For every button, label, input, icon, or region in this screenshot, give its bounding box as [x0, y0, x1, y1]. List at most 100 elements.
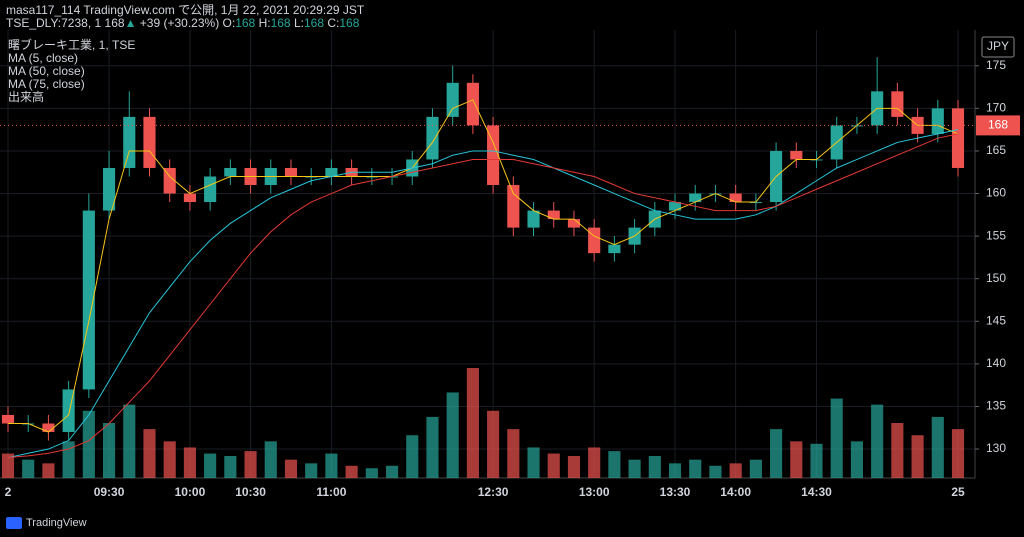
candle-body	[42, 423, 55, 433]
ohlc-label: H:	[259, 16, 271, 30]
ohlc-label: L:	[294, 16, 304, 30]
x-tick-label: 12:30	[478, 485, 509, 499]
ohlc-label: C:	[327, 16, 339, 30]
volume-bar	[547, 453, 560, 478]
volume-bar	[951, 429, 965, 478]
candle-body	[891, 91, 904, 117]
change: +39 (+30.23%)	[140, 16, 219, 30]
volume-bar	[567, 456, 581, 478]
candle-body	[183, 193, 196, 203]
candle-body	[507, 185, 520, 228]
y-tick-label: 160	[986, 186, 1006, 200]
volume-bar	[790, 441, 803, 478]
currency-box	[981, 36, 1015, 58]
volume-bar	[264, 441, 277, 478]
price-badge	[976, 115, 1020, 136]
volume-bar	[830, 398, 843, 478]
volume-bar	[628, 459, 641, 478]
volume-bar	[183, 447, 196, 478]
y-tick-label: 175	[986, 58, 1006, 72]
arrow: ▲	[125, 16, 137, 30]
ohlc-value: 168	[339, 16, 359, 30]
y-tick-label: 130	[986, 441, 1006, 455]
logo-icon	[6, 517, 22, 529]
candle-body	[284, 167, 298, 177]
volume-bar	[446, 392, 459, 478]
x-tick-label: 14:30	[801, 485, 832, 499]
volume-bar	[608, 451, 621, 478]
ohlc-value: 168	[304, 16, 324, 30]
currency: JPY	[987, 39, 1009, 53]
y-tick-label: 170	[986, 101, 1006, 115]
volume-bar	[163, 441, 176, 478]
candle-body	[224, 167, 237, 177]
volume-bar	[931, 416, 944, 478]
y-tick-label: 145	[986, 313, 1006, 327]
volume-bar	[507, 429, 520, 478]
x-tick-label: 09:30	[94, 485, 125, 499]
legend-entry: MA (5, close)	[8, 51, 78, 65]
y-tick-label: 155	[986, 228, 1006, 242]
brand: TradingView	[26, 517, 87, 529]
volume-bar	[871, 404, 884, 478]
ma-line	[7, 133, 959, 459]
volume-bar	[345, 465, 358, 478]
candle-body	[588, 227, 601, 254]
candle-body	[790, 150, 803, 160]
volume-bar	[385, 465, 399, 478]
volume-bar	[143, 429, 156, 478]
candle-body	[325, 167, 338, 177]
volume-bar	[810, 443, 823, 478]
x-tick-label: 14:00	[720, 485, 751, 499]
y-tick-label: 135	[986, 399, 1006, 413]
volume-bar	[224, 456, 237, 478]
volume-bar	[588, 447, 601, 478]
ohlc-label: O:	[223, 16, 236, 30]
y-tick-label: 165	[986, 143, 1006, 157]
volume-bar	[123, 404, 136, 478]
volume-bar	[749, 459, 762, 478]
ohlc-value: 168	[235, 16, 255, 30]
volume-bar	[244, 451, 257, 478]
ohlc-value: 168	[271, 16, 291, 30]
x-tick-label: 13:30	[660, 485, 691, 499]
header-line1: masa117_114 TradingView.com で公開, 1月 22, …	[6, 3, 365, 17]
volume-bar	[648, 456, 661, 478]
volume-bar	[487, 410, 500, 478]
candle-body	[608, 244, 621, 254]
volume-bar	[668, 463, 682, 478]
candle-body	[1, 414, 15, 424]
candle-body	[931, 108, 944, 134]
legend-entry: 出来高	[8, 89, 44, 104]
price-badge-label: 168	[988, 118, 1008, 132]
candle-body	[204, 176, 217, 203]
volume-bar	[911, 435, 924, 478]
symbol: TSE_DLY:7238, 1	[6, 16, 102, 30]
candle-body	[163, 167, 176, 194]
volume-bar	[850, 441, 863, 478]
last-price: 168	[105, 16, 125, 30]
candle-body	[567, 219, 581, 228]
volume-bar	[103, 423, 116, 478]
candle-body	[426, 116, 439, 160]
x-tick-label: 25	[951, 485, 965, 499]
chart-title: 曙ブレーキ工業, 1, TSE	[8, 37, 135, 52]
volume-bar	[284, 459, 298, 478]
volume-bar	[426, 416, 439, 478]
candle-body	[668, 202, 682, 211]
x-tick-label: 2	[5, 485, 12, 499]
volume-bar	[42, 463, 55, 478]
candle-body	[123, 116, 136, 168]
volume-bar	[325, 453, 338, 478]
volume-bar	[729, 463, 742, 478]
volume-bar	[770, 429, 783, 478]
candle-body	[729, 193, 742, 203]
volume-bar	[1, 453, 15, 478]
volume-bar	[891, 423, 904, 478]
y-tick-label: 140	[986, 356, 1006, 370]
volume-bar	[709, 465, 722, 478]
candle-body	[487, 125, 500, 186]
x-tick-label: 10:30	[235, 485, 266, 499]
volume-bar	[466, 368, 479, 478]
ma-line	[7, 129, 959, 459]
